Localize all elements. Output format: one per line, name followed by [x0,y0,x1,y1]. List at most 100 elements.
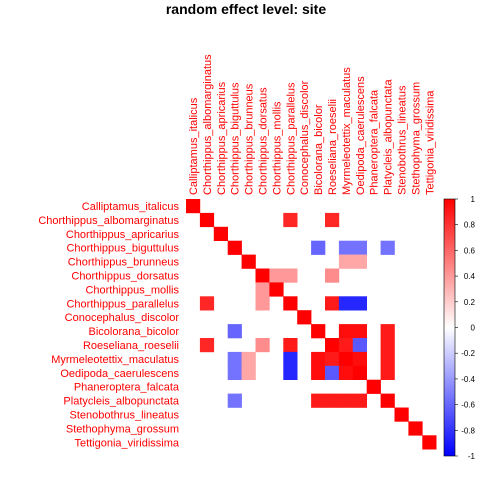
heatmap-cell [338,338,354,353]
row-label: Tettigonia_viridissima [74,437,179,449]
heatmap-cell [380,393,395,408]
column-label: Chorthippus_brunneus [244,83,256,195]
heatmap-cell [255,296,270,311]
colorbar-tick-label: -0.4 [461,375,475,384]
heatmap-cell [241,254,256,269]
row-label: Platycleis_albopunctata [63,396,179,408]
row-label: Chorthippus_apricarius [66,229,180,241]
heatmap-cell [338,254,354,269]
heatmap-cell [325,351,340,367]
heatmap-cell [338,393,354,408]
column-label: Stethophyma_grossum [410,82,422,195]
heatmap-cell [352,296,367,311]
chart-title: random effect level: site [166,1,326,17]
heatmap-cell [269,268,284,283]
column-label: Tettigonia_viridissima [424,90,436,195]
row-label: Bicolorana_bicolor [89,326,180,338]
row-label: Chorthippus_albomarginatus [38,215,179,227]
heatmap-cell [325,268,340,283]
colorbar-legend: 1 0.8 0.6 0.4 0.2 0 -0.2 -0.4 -0.6 -0.8 -1 [443,195,476,461]
heatmap-cell [297,310,312,325]
heatmap-cell [283,365,298,380]
heatmap-cell [199,338,215,353]
row-label: Myrmeleotettix_maculatus [51,354,179,366]
row-label: Conocephalus_discolor [65,312,180,324]
row-label: Chorthippus_biguttulus [66,243,179,255]
heatmap-cell [311,240,326,255]
column-labels: Calliptamus_italicus Chorthippus_albomarg… [188,54,436,195]
heatmap-cell [255,282,270,297]
colorbar-tick-label: -0.6 [461,401,475,410]
column-label: Oedipoda_caerulescens [355,76,367,195]
heatmap-cell [352,393,367,408]
heatmap-cell [311,365,326,380]
heatmap-cell [227,240,242,255]
colorbar-tick-label: -0.2 [461,349,475,358]
colorbar-tick-label: 0.8 [464,221,476,230]
heatmap-cell [380,365,395,380]
heatmap-cell [311,351,326,367]
heatmap-cell [352,338,367,353]
heatmap-cell [311,324,326,339]
row-labels: Calliptamus_italicus Chorthippus_albomarg… [38,201,180,449]
heatmap-cell [311,393,326,408]
heatmap-cell [352,254,367,269]
heatmap-cell [380,240,395,255]
row-label: Roeseliana_roeselii [83,340,179,352]
row-label: Phaneroptera_falcata [74,382,180,394]
heatmap-cell [352,324,367,339]
heatmap-cell [199,212,215,228]
heatmap-cell [422,435,437,450]
column-label: Roeseliana_roeselii [327,99,339,195]
column-label: Phaneroptera_falcata [369,89,381,195]
row-label: Chorthippus_dorsatus [71,270,179,282]
heatmap-cell [213,226,228,241]
heatmap-cell [241,365,256,380]
colorbar-tick-label: -1 [468,452,476,461]
heatmap-cell [269,282,284,297]
heatmap-cell [325,338,340,353]
row-label: Chorthippus_parallelus [66,298,179,310]
heatmap-cell [338,240,354,255]
colorbar-tick-label: -0.8 [461,426,475,435]
row-label: Stenobothrus_lineatus [70,409,180,421]
heatmap-cell [338,351,354,367]
heatmap-cell [283,338,298,353]
heatmap-cell [352,240,367,255]
colorbar-tick-label: 0.6 [464,246,476,255]
column-label: Myrmeleotettix_maculatus [341,67,353,195]
row-label: Calliptamus_italicus [82,201,180,213]
heatmap-cell [227,324,242,339]
column-label: Chorthippus_dorsatus [257,87,269,195]
colorbar-tick-label: 0.2 [464,298,476,307]
heatmap-cell [366,379,381,394]
column-label: Bicolorana_bicolor [313,104,325,195]
heatmap-cell [255,268,270,283]
column-label: Platycleis_albopunctata [383,79,395,195]
row-label: Stethophyma_grossum [66,423,179,435]
column-label: Calliptamus_italicus [188,97,200,195]
heatmap-cell [227,393,242,408]
heatmap-cell [352,365,367,380]
heatmap-cell [227,365,242,380]
heatmap-cells [186,199,437,450]
column-label: Chorthippus_mollis [271,101,283,195]
heatmap-cell [325,296,340,311]
heatmap-cell [325,393,340,408]
heatmap-cell [380,324,395,339]
colorbar-tick-label: 0.4 [464,272,476,281]
heatmap-cell [352,351,367,367]
column-label: Chorthippus_parallelus [285,82,297,195]
heatmap-cell [255,338,270,353]
heatmap-cell [325,365,340,380]
heatmap-cell [283,212,298,228]
heatmap-cell [241,351,256,367]
heatmap-cell [408,421,423,436]
colorbar-gradient [443,198,456,457]
column-label: Conocephalus_discolor [299,80,311,195]
heatmap-cell [227,351,242,367]
heatmap-cell [325,212,340,228]
heatmap-cell [186,199,201,214]
heatmap-cell [283,268,298,283]
